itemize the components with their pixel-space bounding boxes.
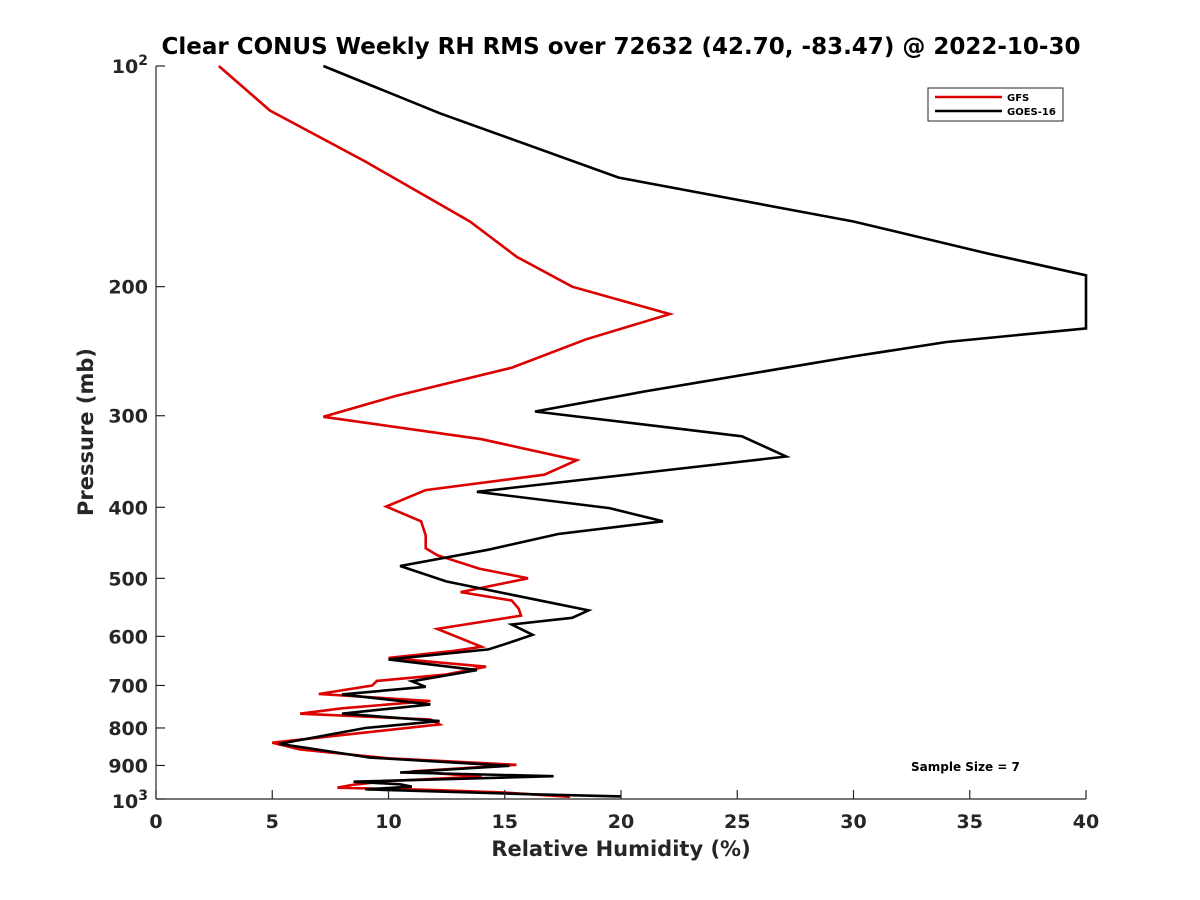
- y-tick-label: 800: [108, 718, 148, 740]
- x-tick-label: 40: [1073, 811, 1099, 833]
- x-tick-label: 0: [149, 811, 162, 833]
- y-tick-label: 500: [108, 568, 148, 590]
- y-tick-label: 103: [112, 788, 148, 813]
- series-line-goes-16: [278, 64, 1088, 798]
- x-tick-label: 30: [840, 811, 866, 833]
- y-tick-label: 102: [112, 53, 148, 78]
- y-tick-label: 400: [108, 497, 148, 519]
- legend: GFS GOES-16: [927, 87, 1064, 122]
- plot-axes: [155, 66, 1086, 800]
- x-axis-label: Relative Humidity (%): [491, 837, 750, 861]
- x-tick-label: 10: [375, 811, 401, 833]
- y-ticks: 102 200 300 400 500 600 700 800 900 103: [108, 53, 165, 813]
- legend-box: [927, 87, 1064, 122]
- sample-size-annotation: Sample Size = 7: [911, 760, 1020, 774]
- legend-label-gfs: GFS: [1007, 93, 1029, 104]
- y-tick-label: 200: [108, 277, 148, 299]
- x-tick-label: 25: [724, 811, 750, 833]
- y-tick-label: 700: [108, 675, 148, 697]
- y-tick-label: 900: [108, 755, 148, 777]
- x-tick-label: 15: [492, 811, 518, 833]
- x-tick-label: 20: [608, 811, 634, 833]
- y-tick-label: 600: [108, 626, 148, 648]
- chart-title: Clear CONUS Weekly RH RMS over 72632 (42…: [162, 34, 1081, 60]
- x-tick-label: 35: [957, 811, 983, 833]
- y-axis-label: Pressure (mb): [74, 348, 98, 516]
- legend-label-goes-16: GOES-16: [1007, 107, 1056, 118]
- x-ticks: 0 5 10 15 20 25 30 35 40: [149, 790, 1099, 833]
- series-layer: [217, 64, 1088, 799]
- x-tick-label: 5: [266, 811, 279, 833]
- y-tick-label: 300: [108, 406, 148, 428]
- series-line-gfs: [217, 65, 675, 799]
